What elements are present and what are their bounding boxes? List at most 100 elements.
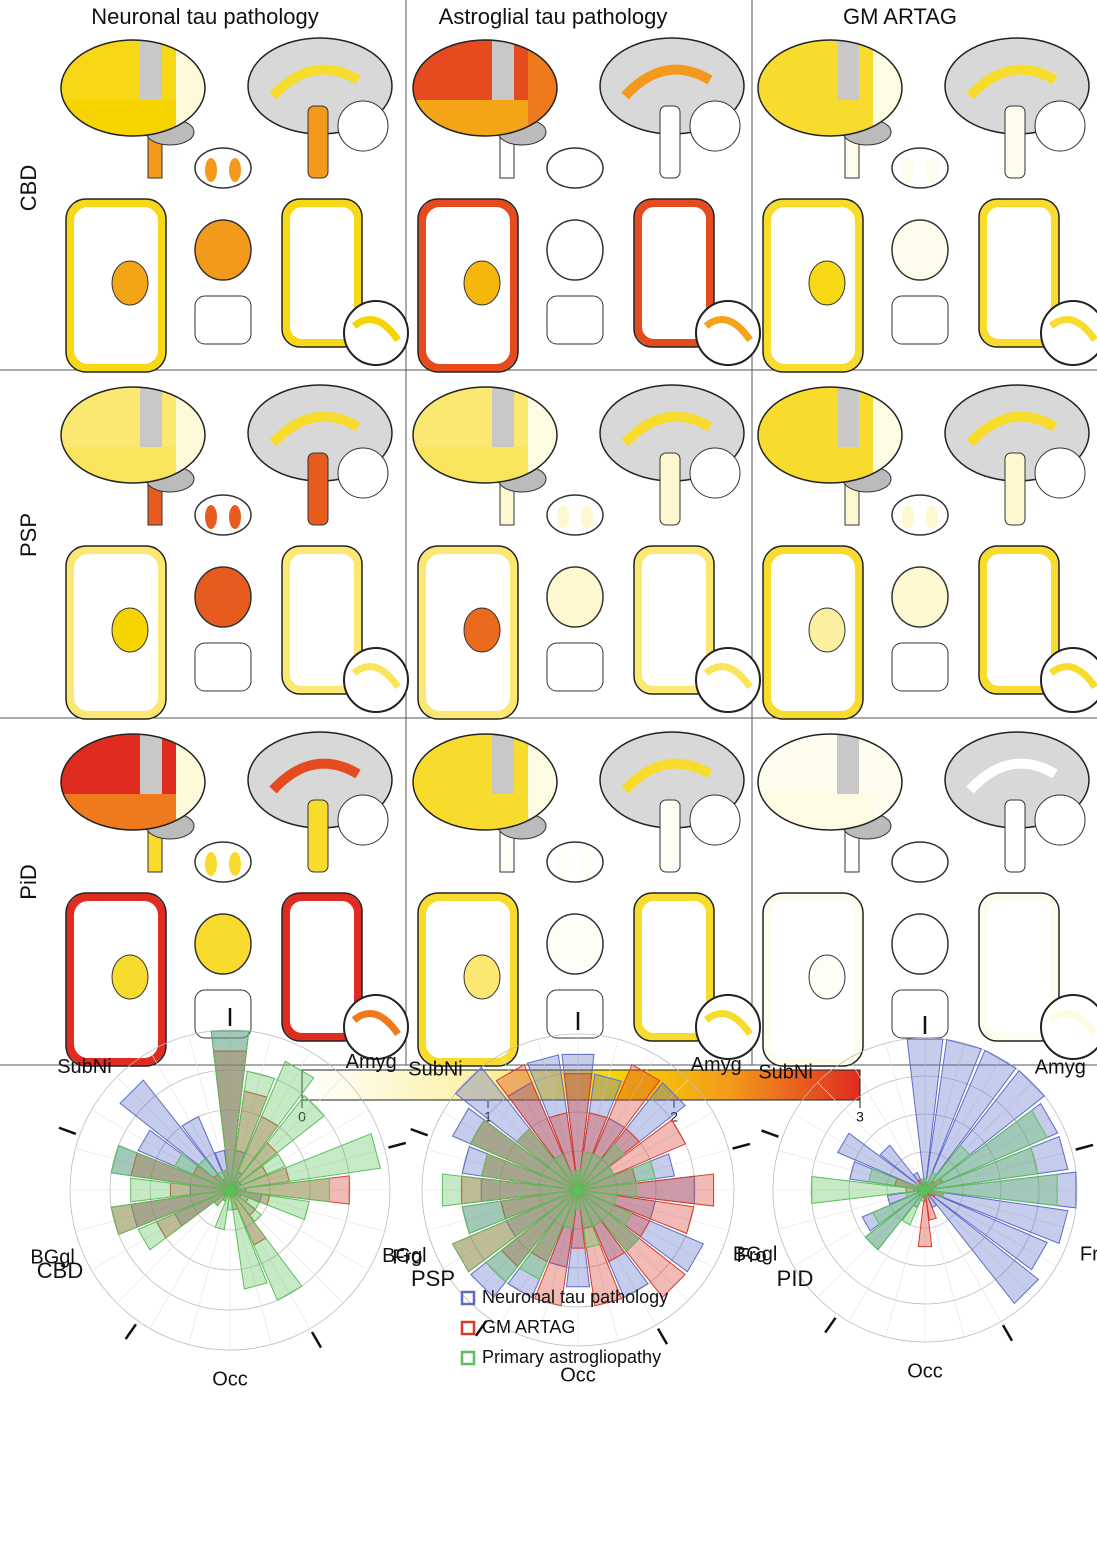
hippocampus xyxy=(703,663,753,690)
motor-strip xyxy=(837,734,859,794)
substantia-nigra xyxy=(229,505,241,529)
substantia-nigra xyxy=(557,852,569,876)
radar-wedge xyxy=(229,1070,276,1191)
radar-spoke xyxy=(537,1039,579,1191)
legend-label: Primary astrogliopathy xyxy=(482,1347,661,1367)
substantia-nigra xyxy=(229,852,241,876)
brain-panel xyxy=(412,37,761,373)
radar-wedge xyxy=(924,1144,971,1191)
basal-ganglia xyxy=(111,260,149,306)
outline xyxy=(60,39,206,137)
sector-label: Occ xyxy=(212,1368,248,1390)
sector-label: Occ xyxy=(907,1360,943,1382)
coronal-right xyxy=(979,546,1059,694)
brain-panel xyxy=(757,384,1097,720)
coronal-right xyxy=(634,546,714,694)
radar-wedge xyxy=(441,1173,579,1207)
substantia-nigra xyxy=(205,852,217,876)
medulla xyxy=(194,989,252,1039)
pons xyxy=(546,219,604,281)
brainstem-medial xyxy=(1004,799,1026,873)
radar-wedge xyxy=(867,1168,926,1191)
radar-wedge xyxy=(920,1178,926,1191)
motor-strip xyxy=(140,734,162,794)
outline xyxy=(60,386,206,484)
substantia-nigra xyxy=(229,158,241,182)
radar-spoke xyxy=(149,1189,231,1329)
radar-wedge xyxy=(229,1133,382,1191)
coronal-outline xyxy=(417,892,519,1067)
radar-spoke xyxy=(229,1148,385,1191)
sector-label: Fro xyxy=(392,1246,422,1268)
sector-label: Occ xyxy=(560,1364,596,1386)
colorbar-tick-label: 1 xyxy=(484,1109,492,1125)
motor-strip xyxy=(492,734,514,794)
row-label: CBD xyxy=(16,165,41,211)
radar-spoke xyxy=(924,1150,1072,1191)
dividers xyxy=(0,0,1097,1066)
radar-wedge xyxy=(229,1095,325,1191)
sector-label: Fro xyxy=(737,1245,767,1267)
pons xyxy=(194,566,252,628)
basal-ganglia xyxy=(463,260,501,306)
coronal-right xyxy=(282,893,362,1041)
hippocampus xyxy=(703,316,753,343)
radar-wedge xyxy=(548,1112,579,1191)
substantia-nigra xyxy=(557,505,569,529)
radar-spoke xyxy=(442,1111,579,1191)
substantia-nigra xyxy=(902,505,914,529)
outline xyxy=(757,39,903,137)
radar-spoke xyxy=(467,1189,579,1301)
legend-label: Neuronal tau pathology xyxy=(482,1287,668,1307)
motor-strip xyxy=(837,387,859,447)
hippocampus xyxy=(351,663,401,690)
radar-spoke xyxy=(229,1189,311,1329)
radar-spoke xyxy=(91,1109,231,1191)
medulla xyxy=(546,642,604,692)
radar-spoke xyxy=(817,1082,926,1191)
radar-spoke xyxy=(577,1111,714,1191)
radar-spoke xyxy=(467,1079,579,1191)
radar-spoke xyxy=(924,1189,1033,1298)
radar-wedge xyxy=(570,1189,586,1249)
radar-spoke xyxy=(577,1054,657,1191)
radar-spoke xyxy=(924,1082,1033,1191)
radar-wedge xyxy=(864,1189,926,1251)
radar-spoke xyxy=(577,1079,689,1191)
radar-wedge xyxy=(229,1189,303,1302)
cingulate xyxy=(621,758,713,794)
radar-label: PID xyxy=(777,1266,814,1291)
radar-wedge xyxy=(451,1189,579,1273)
hippocampus-inset xyxy=(695,647,761,713)
pons xyxy=(546,566,604,628)
radar-spoke xyxy=(229,1189,272,1345)
radar-spoke xyxy=(229,1076,344,1191)
sector-label: BGgl xyxy=(382,1245,426,1267)
radar-spoke xyxy=(188,1189,231,1345)
radar-spoke xyxy=(778,1150,926,1191)
midbrain xyxy=(194,494,252,536)
radar-spoke xyxy=(885,1043,926,1191)
radar-spoke xyxy=(229,1109,369,1191)
radar-label: PSP xyxy=(411,1266,455,1291)
hippocampus xyxy=(1048,316,1097,343)
radar-wedge xyxy=(130,1177,231,1203)
radar-spoke xyxy=(924,1189,1002,1322)
radar-wedge xyxy=(110,1189,231,1236)
radar-spoke xyxy=(229,1189,385,1232)
radar-wedge xyxy=(533,1189,579,1307)
brain-panel xyxy=(757,37,1097,373)
row-label: PSP xyxy=(16,513,41,557)
medulla xyxy=(891,642,949,692)
cingulate xyxy=(621,64,713,100)
coronal-outline xyxy=(281,892,363,1042)
sector-boundary xyxy=(1001,1324,1014,1342)
radar-wedge xyxy=(229,1189,268,1290)
cerebellum-medial xyxy=(337,794,389,846)
radar-spoke xyxy=(577,1189,619,1341)
radar-wedge xyxy=(110,1144,231,1191)
medulla xyxy=(891,295,949,345)
motor-strip xyxy=(140,387,162,447)
